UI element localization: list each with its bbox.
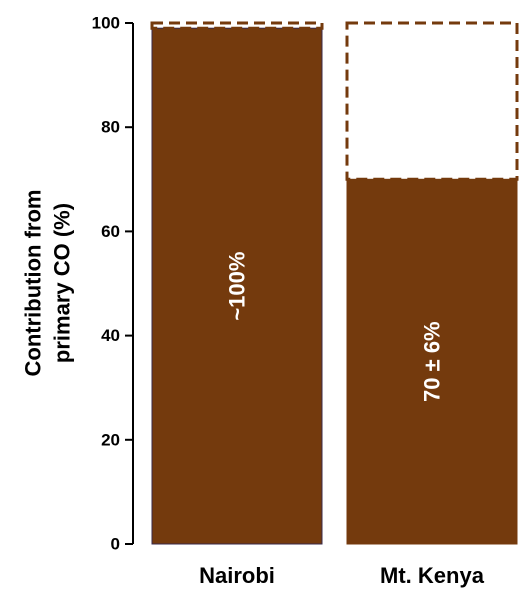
data-label-1: ~100% bbox=[225, 252, 250, 321]
y-axis-label-line-2: primary CO (%) bbox=[50, 203, 75, 363]
y-axis-label-line-1: Contribution from bbox=[21, 190, 46, 377]
y-tick-label-100: 100 bbox=[92, 14, 120, 33]
reference-outline-1 bbox=[150, 21, 324, 30]
y-tick-label-60: 60 bbox=[101, 222, 120, 241]
x-tick-label-2: Mt. Kenya bbox=[380, 563, 485, 588]
bar-mt-kenya bbox=[346, 178, 518, 545]
y-axis-label: Contribution from primary CO (%) bbox=[21, 190, 75, 377]
x-tick-labels: Nairobi Mt. Kenya bbox=[199, 563, 485, 588]
y-tick-label-80: 80 bbox=[101, 118, 120, 137]
bars-layer: ~100% 70 ± 6% bbox=[150, 21, 519, 545]
y-tick-label-40: 40 bbox=[101, 326, 120, 345]
bar-nairobi bbox=[151, 27, 323, 545]
reference-outline-2 bbox=[345, 21, 519, 181]
y-tick-label-20: 20 bbox=[101, 430, 120, 449]
data-label-2: 70 ± 6% bbox=[420, 321, 445, 402]
y-ticks: 0 20 40 60 80 100 bbox=[92, 14, 133, 554]
y-tick-label-0: 0 bbox=[111, 535, 120, 554]
x-tick-label-1: Nairobi bbox=[199, 563, 275, 588]
